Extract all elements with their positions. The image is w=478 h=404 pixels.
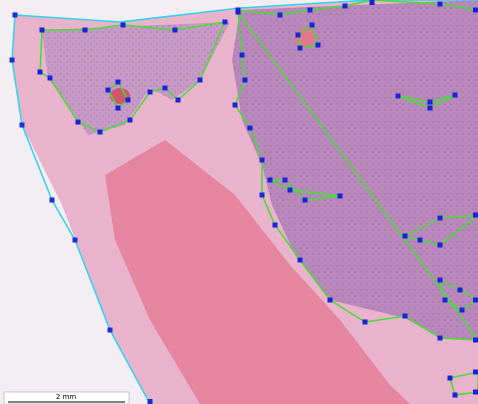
- vertex-handle[interactable]: [307, 7, 313, 13]
- vertex-handle[interactable]: [297, 257, 303, 263]
- vertex-handle[interactable]: [369, 0, 375, 5]
- vertex-handle[interactable]: [362, 319, 368, 325]
- vertex-handle[interactable]: [473, 389, 478, 395]
- vertex-handle[interactable]: [437, 335, 443, 341]
- vertex-handle[interactable]: [302, 197, 308, 203]
- vertex-handle[interactable]: [9, 57, 15, 63]
- bleed: [110, 88, 130, 104]
- vertex-handle[interactable]: [115, 105, 121, 111]
- vertex-handle[interactable]: [105, 87, 111, 93]
- vertex-handle[interactable]: [402, 233, 408, 239]
- vertex-handle[interactable]: [125, 97, 131, 103]
- vertex-handle[interactable]: [147, 89, 153, 95]
- vertex-handle[interactable]: [327, 297, 333, 303]
- vertex-handle[interactable]: [12, 12, 18, 18]
- blood-region: [105, 140, 410, 404]
- vertex-handle[interactable]: [315, 42, 321, 48]
- vertex-handle[interactable]: [222, 19, 228, 25]
- vertex-handle[interactable]: [437, 242, 443, 248]
- vertex-handle[interactable]: [72, 237, 78, 243]
- vertex-handle[interactable]: [115, 79, 121, 85]
- vertex-handle[interactable]: [442, 297, 448, 303]
- vertex-handle[interactable]: [295, 32, 301, 38]
- scale-bar-box: [3, 391, 130, 404]
- vertex-handle[interactable]: [259, 192, 265, 198]
- vertex-handle[interactable]: [75, 119, 81, 125]
- vertex-handle[interactable]: [457, 287, 463, 293]
- vertex-handle[interactable]: [49, 197, 55, 203]
- vertex-handle[interactable]: [277, 12, 283, 18]
- annotation-polygon[interactable]: [449, 371, 478, 396]
- vertex-handle[interactable]: [437, 215, 443, 221]
- vertex-handle[interactable]: [232, 102, 238, 108]
- vertex-handle[interactable]: [259, 157, 265, 163]
- vertex-handle[interactable]: [162, 85, 168, 91]
- vertex-handle[interactable]: [473, 337, 478, 343]
- vertex-handle[interactable]: [120, 22, 126, 28]
- vertex-handle[interactable]: [297, 45, 303, 51]
- vertex-handle[interactable]: [82, 27, 88, 33]
- vertex-handle[interactable]: [272, 222, 278, 228]
- vertex-handle[interactable]: [309, 22, 315, 28]
- vertex-handle[interactable]: [175, 97, 181, 103]
- vertex-handle[interactable]: [282, 177, 288, 183]
- vertex-handle[interactable]: [242, 77, 248, 83]
- vertex-handle[interactable]: [447, 375, 453, 381]
- vertex-handle[interactable]: [235, 9, 241, 15]
- vertex-handle[interactable]: [97, 129, 103, 135]
- annotation-polygon[interactable]: [438, 278, 478, 311]
- scale-bar-label: 2 mm: [56, 393, 76, 401]
- annotations: [9, 0, 478, 404]
- vertex-handle[interactable]: [19, 122, 25, 128]
- vertex-handle[interactable]: [427, 99, 433, 105]
- vertex-handle[interactable]: [247, 125, 253, 131]
- vertex-handle[interactable]: [107, 327, 113, 333]
- vertex-handle[interactable]: [402, 313, 408, 319]
- vertex-handle[interactable]: [473, 212, 478, 218]
- vertex-handle[interactable]: [417, 237, 423, 243]
- vertex-handle[interactable]: [342, 3, 348, 9]
- vertex-handle[interactable]: [147, 399, 153, 404]
- vertex-handle[interactable]: [172, 27, 178, 33]
- vertex-handle[interactable]: [267, 177, 273, 183]
- vertex-handle[interactable]: [127, 117, 133, 123]
- vertex-handle[interactable]: [473, 7, 478, 13]
- scale-bar: 2 mm: [3, 391, 130, 404]
- vertex-handle[interactable]: [395, 93, 401, 99]
- vertex-handle[interactable]: [287, 187, 293, 193]
- vertex-handle[interactable]: [473, 369, 478, 375]
- vertex-handle[interactable]: [452, 392, 458, 398]
- vertex-handle[interactable]: [337, 193, 343, 199]
- vertex-handle[interactable]: [459, 307, 465, 313]
- vertex-handle[interactable]: [39, 27, 45, 33]
- vertex-handle[interactable]: [239, 52, 245, 58]
- vertex-handle[interactable]: [437, 277, 443, 283]
- vertex-handle[interactable]: [37, 69, 43, 75]
- tumor-region: [42, 22, 230, 135]
- vertex-handle[interactable]: [427, 105, 433, 111]
- vertex-handle[interactable]: [452, 92, 458, 98]
- vertex-handle[interactable]: [197, 77, 203, 83]
- vertex-handle[interactable]: [473, 297, 478, 303]
- vertex-handle[interactable]: [47, 75, 53, 81]
- vertex-handle[interactable]: [437, 1, 443, 7]
